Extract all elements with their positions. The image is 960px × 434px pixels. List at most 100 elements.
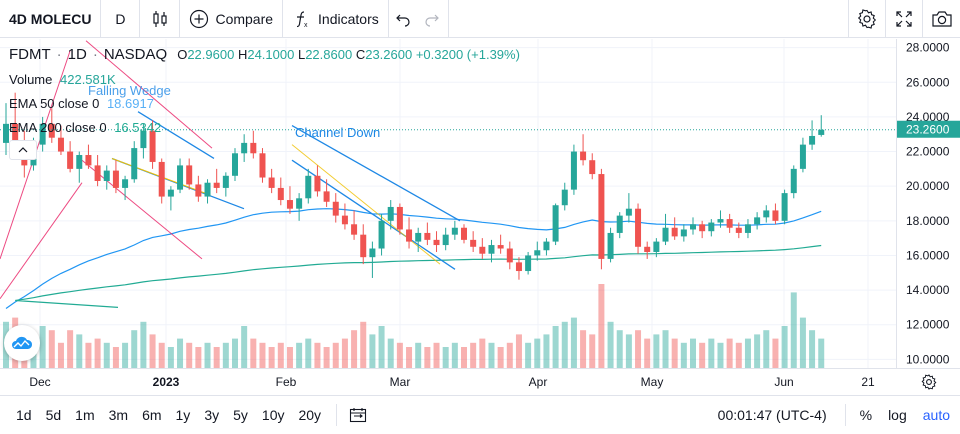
symbol-search-button[interactable]: 4D MOLECU [0,0,102,38]
volume-bar [598,284,605,368]
range-1y[interactable]: 1y [175,406,191,423]
candle-body [112,170,119,188]
candle-body [662,227,669,242]
candle-body [525,255,532,272]
ema50-value: 18.6917 [106,96,154,111]
volume-bar [167,347,174,368]
chart-type-button[interactable] [140,0,181,38]
volume-bar [232,338,238,368]
legend-volume[interactable]: Volume 422.581K [9,72,116,87]
volume-bar [708,338,715,368]
volume-bar [131,330,138,368]
ema200-value: 16.5342 [114,120,162,135]
volume-bar [616,330,623,368]
candle-body [735,227,742,233]
candle-body [506,248,513,263]
auto-toggle[interactable]: auto [922,407,950,423]
volume-bar [296,342,303,368]
chart-pane[interactable] [0,39,896,368]
redo-button[interactable] [417,0,449,38]
volume-bar [552,326,559,368]
price-axis-label: 24.0000 [906,110,950,124]
ema200-label: EMA 200 close 0 [9,120,107,135]
volume-bar [781,326,788,368]
volume-bar [699,342,706,368]
range-1m[interactable]: 1m [75,406,95,423]
volume-bar [204,342,211,368]
range-3y[interactable]: 3y [204,406,220,423]
volume-bar [561,321,568,368]
date-range-button[interactable] [349,407,367,423]
range-5y[interactable]: 5y [233,406,248,423]
volume-bar [213,347,220,368]
candle-body [378,220,385,249]
candle-body [461,227,467,240]
candle-body [204,182,211,197]
range-10y[interactable]: 10y [261,406,285,423]
volume-bar [341,338,348,368]
candle-body [415,232,422,242]
current-price-label: 23.2600 [906,123,950,137]
candle-body [625,208,632,216]
price-axis-label: 26.0000 [906,75,950,89]
tradingview-logo-badge[interactable] [4,325,40,361]
volume-bar [286,347,293,368]
price-chart[interactable] [0,39,896,368]
channel-down-label[interactable]: Channel Down [295,125,381,140]
range-20y[interactable]: 20y [298,406,322,423]
volume-bar [625,334,632,368]
time-axis-settings-icon[interactable] [921,374,937,390]
clock-timezone-button[interactable]: 00:01:47 (UTC-4) [717,407,827,423]
legend-ema50[interactable]: EMA 50 close 0 18.6917 [9,96,154,111]
volume-bar [580,330,587,368]
volume-bar [277,342,284,368]
plus-circle-icon [189,9,209,29]
change-value: +0.3200 (+1.39%) [415,47,520,62]
candle-body [67,151,74,169]
indicators-button[interactable]: x Indicators [283,0,389,38]
settings-button[interactable] [848,0,885,38]
current-price-badge [897,120,960,138]
bottom-toolbar: 1d 5d 1m 3m 6m 1y 3y 5y 10y 20y 00:01:47… [0,395,960,433]
candle-body [250,142,257,154]
legend-collapse-button[interactable] [9,140,37,160]
ema50-line [5,208,822,309]
range-3m[interactable]: 3m [108,406,129,423]
time-axis-label: Apr [529,375,548,389]
snapshot-button[interactable] [922,0,960,38]
volume-bar [186,342,193,368]
candle-body [790,168,797,194]
low-value: 22.8600 [305,47,353,62]
price-axis-label: 20.0000 [906,179,950,193]
time-axis[interactable]: Dec 2023 Feb Mar Apr May Jun 21 [0,368,960,394]
time-axis-label: Jun [774,375,793,389]
candle-body [360,234,367,258]
falling-wedge-label[interactable]: Falling Wedge [88,83,171,98]
range-5d[interactable]: 5d [45,406,62,423]
candle-body [799,144,806,169]
candle-body [286,200,293,209]
cloud-logo-icon [10,335,34,351]
range-1d[interactable]: 1d [16,406,32,423]
volume-bar [369,334,376,368]
candle-body [543,241,550,251]
price-axis[interactable]: 28.0000 26.0000 24.0000 22.0000 20.0000 18.00… [896,39,960,368]
volume-bar [671,338,678,368]
high-value: 24.1000 [247,47,295,62]
interval-button[interactable]: D [101,0,141,38]
legend-ema200[interactable]: EMA 200 close 0 16.5342 [9,120,161,135]
price-axis-label: 12.0000 [906,318,950,332]
volume-bar [424,347,431,368]
percent-toggle[interactable]: % [859,407,873,423]
fullscreen-button[interactable] [885,0,922,38]
candle-body [103,170,110,181]
log-toggle[interactable]: log [888,407,907,423]
compare-button[interactable]: Compare [180,0,284,38]
undo-button[interactable] [389,0,417,38]
volume-bar [534,338,541,368]
close-value: 23.2600 [365,47,413,62]
volume-bar [433,342,440,368]
high-label: H [237,47,248,62]
candle-body [94,165,101,181]
range-6m[interactable]: 6m [142,406,162,423]
